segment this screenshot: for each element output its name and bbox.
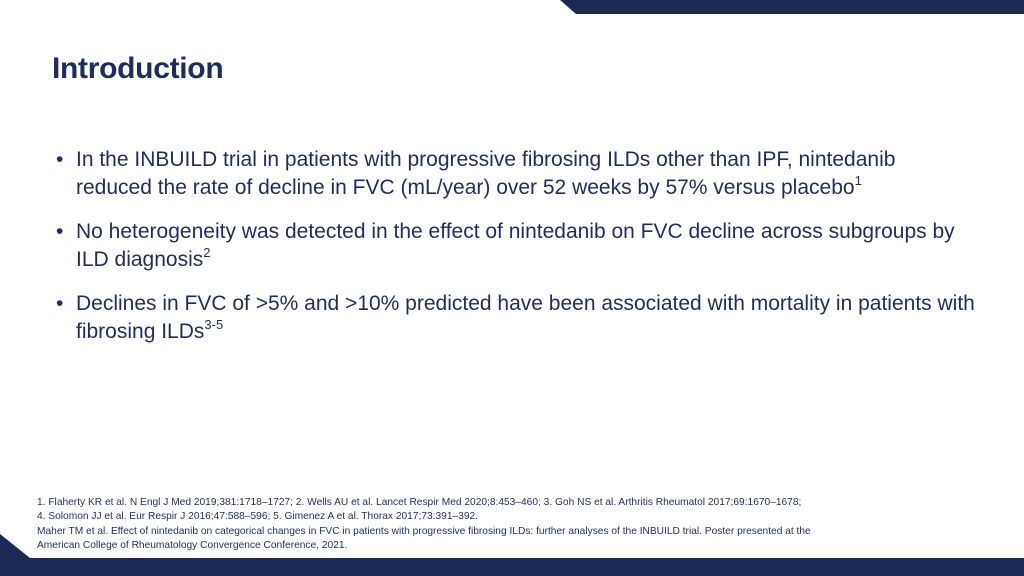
bullet-item: • Declines in FVC of >5% and >10% predic… bbox=[56, 290, 976, 346]
bullet-marker: • bbox=[56, 220, 64, 243]
reference-line: American College of Rheumatology Converg… bbox=[37, 540, 348, 552]
citation-superscript: 3-5 bbox=[204, 317, 224, 332]
reference-line: 1. Flaherty KR et al. N Engl J Med 2019;… bbox=[37, 497, 802, 508]
bullet-marker: • bbox=[56, 292, 64, 315]
bullet-item: • No heterogeneity was detected in the e… bbox=[56, 218, 976, 274]
bullet-marker: • bbox=[56, 148, 64, 171]
reference-line: 4. Solomon JJ et al. Eur Respir J 2016;4… bbox=[37, 511, 478, 523]
slide-title: Introduction bbox=[52, 52, 224, 85]
bullet-text: In the INBUILD trial in patients with pr… bbox=[76, 148, 896, 199]
bottom-decorative-bar bbox=[0, 534, 1024, 576]
bullet-item: • In the INBUILD trial in patients with … bbox=[56, 146, 976, 202]
bullet-list: • In the INBUILD trial in patients with … bbox=[56, 146, 976, 362]
citation-superscript: 1 bbox=[854, 173, 862, 188]
citation-superscript: 2 bbox=[203, 245, 211, 260]
bullet-text: Declines in FVC of >5% and >10% predicte… bbox=[76, 292, 975, 343]
top-decorative-bar bbox=[560, 0, 1024, 14]
references: 1. Flaherty KR et al. N Engl J Med 2019;… bbox=[37, 496, 977, 554]
bullet-text: No heterogeneity was detected in the eff… bbox=[76, 220, 955, 271]
reference-line: Maher TM et al. Effect of nintedanib on … bbox=[37, 525, 811, 537]
